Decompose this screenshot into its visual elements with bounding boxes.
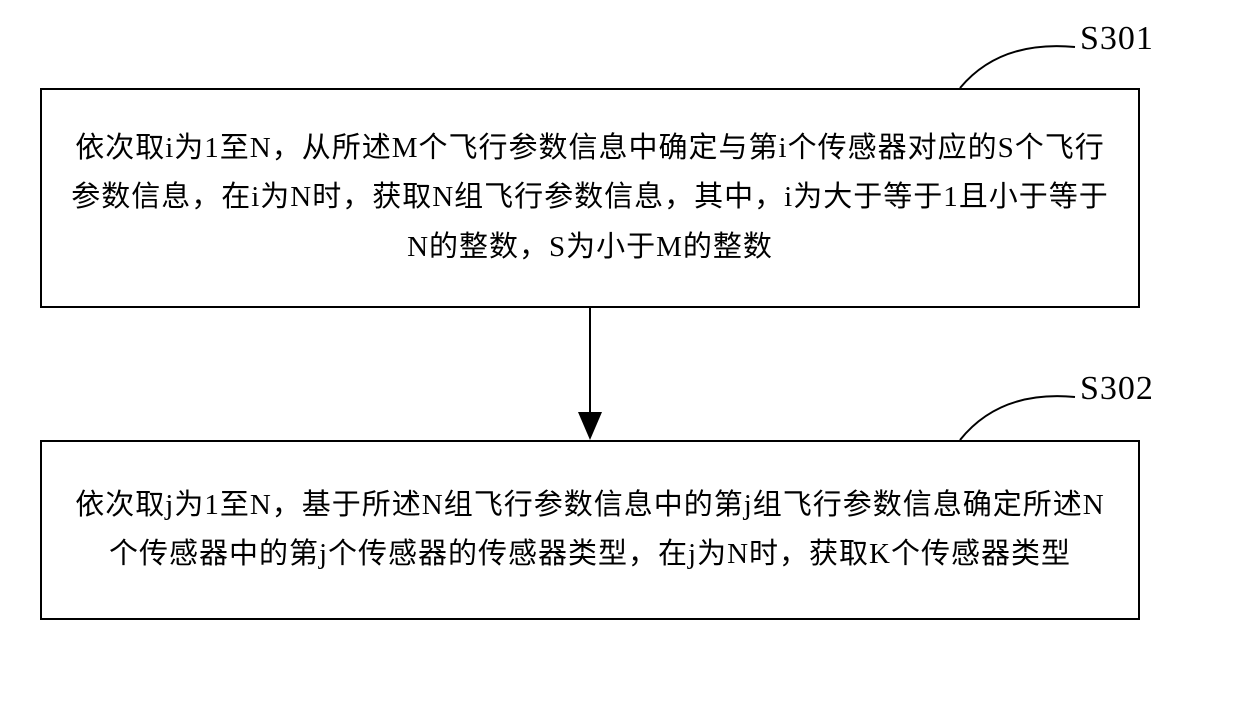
step-box-s301: 依次取i为1至N，从所述M个飞行参数信息中确定与第i个传感器对应的S个飞行参数信… — [40, 88, 1140, 308]
step-label-s301: S301 — [1080, 20, 1154, 58]
step-text-s302: 依次取j为1至N，基于所述N组飞行参数信息中的第j组飞行参数信息确定所述N个传感… — [70, 481, 1110, 580]
step-box-s302: 依次取j为1至N，基于所述N组飞行参数信息中的第j组飞行参数信息确定所述N个传感… — [40, 440, 1140, 620]
flowchart-canvas: S301 依次取i为1至N，从所述M个飞行参数信息中确定与第i个传感器对应的S个… — [0, 0, 1240, 714]
step-label-s302: S302 — [1080, 370, 1154, 408]
step-text-s301: 依次取i为1至N，从所述M个飞行参数信息中确定与第i个传感器对应的S个飞行参数信… — [70, 124, 1110, 272]
